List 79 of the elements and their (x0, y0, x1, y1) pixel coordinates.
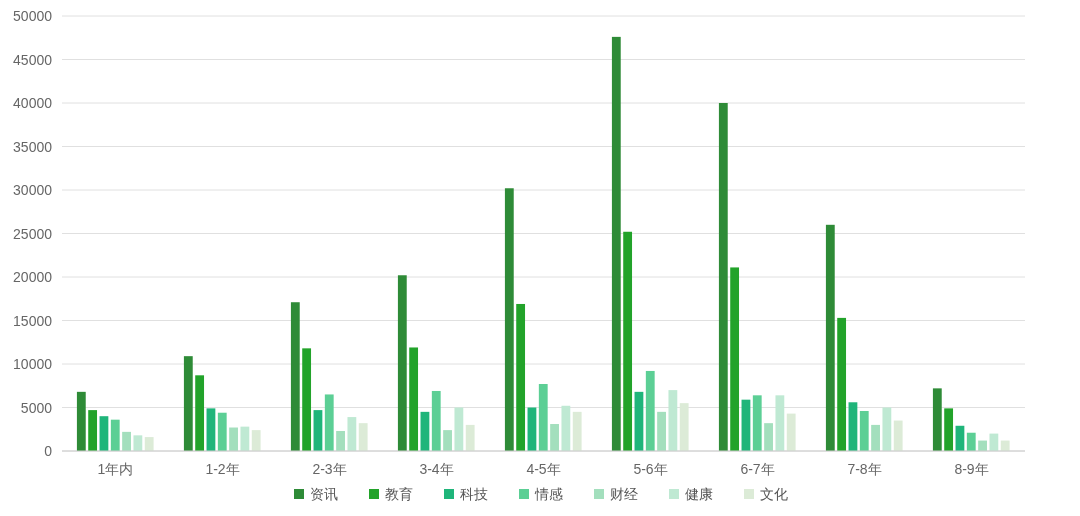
bar (848, 402, 858, 451)
y-tick-label: 0 (44, 443, 53, 459)
bar (397, 275, 407, 451)
bar (290, 302, 300, 451)
bar (409, 347, 419, 451)
x-tick-label: 8-9年 (954, 461, 989, 477)
bar (431, 390, 441, 451)
bar (718, 103, 728, 451)
y-tick-label: 50000 (13, 8, 53, 24)
bar (88, 410, 98, 451)
legend-label: 教育 (385, 486, 413, 502)
bar (657, 411, 666, 451)
y-tick-label: 10000 (13, 356, 53, 372)
legend-label: 健康 (685, 486, 713, 502)
bar (122, 431, 131, 451)
bar (144, 437, 154, 451)
bar (324, 394, 334, 451)
y-tick-label: 25000 (13, 225, 53, 242)
y-tick-label: 35000 (13, 138, 53, 155)
x-tick-label: 2-3年 (312, 461, 347, 477)
x-tick-label: 1-2年 (205, 461, 240, 477)
bar (668, 390, 678, 451)
bar (358, 423, 368, 451)
bar (195, 375, 205, 451)
bar (217, 412, 227, 451)
legend-label: 科技 (460, 486, 488, 502)
bar (871, 424, 880, 451)
bar (550, 424, 559, 451)
x-tick-label: 3-4年 (419, 461, 454, 477)
bar (516, 303, 526, 451)
bar (786, 413, 796, 451)
y-tick-label: 15000 (13, 312, 53, 329)
bar (465, 424, 475, 451)
y-tick-label: 40000 (13, 95, 53, 111)
bar (932, 388, 942, 451)
bar (623, 231, 633, 451)
bar (893, 420, 903, 451)
bar (730, 267, 740, 451)
y-tick-label: 30000 (13, 182, 53, 198)
bar (133, 435, 143, 451)
x-tick-label: 4-5年 (526, 461, 561, 477)
bar (561, 405, 571, 451)
bar (229, 427, 238, 451)
legend-label: 情感 (534, 486, 563, 502)
bar (989, 433, 999, 451)
bar (240, 426, 250, 451)
bar (825, 224, 835, 451)
bar (764, 423, 773, 451)
bar (572, 411, 582, 451)
bar (944, 408, 954, 451)
bar (837, 317, 847, 451)
y-tick-label: 20000 (13, 269, 53, 285)
bar (538, 384, 548, 451)
x-tick-label: 6-7年 (740, 461, 775, 477)
bar (76, 391, 86, 451)
bar (251, 430, 261, 451)
bar (775, 395, 785, 451)
bar (443, 430, 452, 451)
bar (966, 432, 976, 451)
bar (454, 407, 464, 451)
x-tick-label: 7-8年 (847, 461, 882, 477)
y-tick-label: 45000 (13, 51, 53, 68)
bar (752, 395, 762, 451)
bar (347, 417, 357, 451)
bar (611, 36, 621, 451)
bar (859, 410, 869, 451)
bar (302, 348, 312, 451)
bar (183, 356, 193, 451)
x-tick-label: 1年内 (97, 461, 134, 477)
bar (645, 370, 655, 451)
bar (882, 407, 892, 451)
y-tick-label: 5000 (20, 399, 53, 416)
legend-label: 资讯 (310, 486, 338, 502)
bar (110, 419, 120, 451)
legend-label: 财经 (610, 486, 638, 502)
legend-label: 文化 (760, 486, 788, 502)
bar (504, 188, 514, 451)
x-tick-label: 5-6年 (633, 461, 668, 477)
bar (336, 430, 345, 451)
